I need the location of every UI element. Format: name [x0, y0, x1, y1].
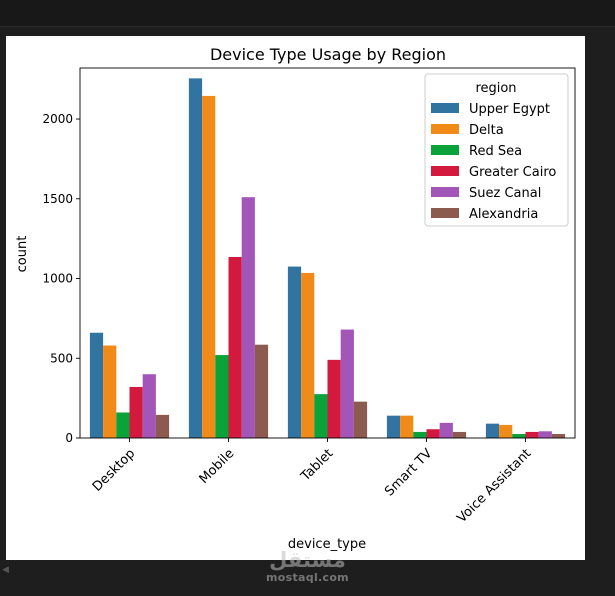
y-axis-label: count	[15, 236, 30, 273]
legend: region Upper Egypt Delta Red Sea Greater Ca…	[424, 73, 569, 227]
bar-chart: Device Type Usage by Region 0 500 1000 1500…	[15, 45, 576, 552]
top-toolbar	[0, 0, 615, 27]
chart-panel: Device Type Usage by Region 0 500 1000 1500…	[6, 36, 585, 560]
x-tick-label: Desktop	[90, 446, 139, 495]
bar-suez-canal-mobile	[241, 197, 255, 438]
watermark-latin: mostaql.com	[266, 571, 349, 584]
bar-alexandria-mobile	[254, 344, 269, 438]
bar-alexandria-tablet	[353, 401, 368, 438]
watermark-arabic: مستقل	[269, 548, 346, 572]
bar-red-sea-desktop	[116, 412, 130, 438]
y-tick-label: 0	[65, 431, 73, 445]
y-tick-label: 1000	[42, 272, 73, 286]
bar-suez-canal-desktop	[142, 374, 156, 438]
chart-title: Device Type Usage by Region	[210, 45, 446, 64]
legend-swatch	[431, 187, 459, 197]
bar-upper-egypt-voice-assistant	[485, 423, 500, 438]
bar-suez-canal-voice-assistant	[538, 431, 552, 438]
legend-swatch	[431, 166, 459, 176]
legend-label: Upper Egypt	[469, 102, 550, 117]
bar-alexandria-desktop	[155, 414, 170, 439]
legend-swatch	[431, 103, 459, 113]
bars-group	[89, 78, 566, 439]
bar-greater-cairo-smart-tv	[426, 429, 440, 438]
x-tick-label: Voice Assistant	[454, 446, 534, 526]
y-tick-label: 2000	[42, 112, 73, 126]
bar-red-sea-tablet	[314, 394, 328, 438]
legend-swatch	[431, 124, 459, 134]
bar-greater-cairo-mobile	[228, 256, 242, 438]
bar-greater-cairo-voice-assistant	[525, 431, 539, 438]
bar-delta-mobile	[202, 95, 216, 438]
legend-label: Greater Cairo	[469, 165, 556, 180]
y-axis: 0 500 1000 1500 2000	[42, 112, 80, 445]
x-axis: Desktop Mobile Tablet Smart TV Voice Assista…	[90, 438, 534, 526]
bar-upper-egypt-smart-tv	[386, 415, 401, 438]
bar-alexandria-voice-assistant	[551, 434, 566, 438]
bar-upper-egypt-desktop	[89, 332, 104, 438]
bar-greater-cairo-desktop	[129, 386, 143, 438]
bar-delta-voice-assistant	[499, 424, 513, 438]
legend-swatch	[431, 145, 459, 155]
bar-suez-canal-smart-tv	[439, 422, 453, 438]
bar-suez-canal-tablet	[340, 329, 354, 438]
bar-delta-tablet	[301, 272, 315, 438]
y-tick-label: 1500	[42, 192, 73, 206]
watermark-logo: مستقل mostaql.com	[250, 548, 365, 584]
x-tick-label: Mobile	[197, 446, 238, 487]
legend-label: Red Sea	[469, 144, 522, 159]
legend-label: Delta	[469, 123, 504, 138]
bar-delta-desktop	[103, 345, 117, 438]
legend-label: Suez Canal	[469, 186, 541, 201]
x-tick-label: Tablet	[298, 446, 337, 485]
legend-label: Alexandria	[469, 207, 538, 222]
bar-red-sea-voice-assistant	[512, 434, 526, 438]
y-tick-label: 500	[50, 351, 73, 365]
bar-alexandria-smart-tv	[452, 431, 467, 438]
bar-red-sea-mobile	[215, 355, 229, 438]
legend-swatch	[431, 208, 459, 218]
bar-red-sea-smart-tv	[413, 431, 427, 438]
x-tick-label: Smart TV	[382, 446, 435, 499]
legend-title: region	[475, 81, 516, 96]
bar-delta-smart-tv	[400, 415, 414, 438]
x-axis-label: device_type	[288, 537, 366, 552]
legend-box	[424, 73, 569, 227]
scroll-left-icon[interactable]: ◀	[2, 565, 9, 575]
bar-upper-egypt-tablet	[287, 266, 302, 438]
bar-greater-cairo-tablet	[327, 359, 341, 438]
bar-upper-egypt-mobile	[188, 78, 203, 438]
